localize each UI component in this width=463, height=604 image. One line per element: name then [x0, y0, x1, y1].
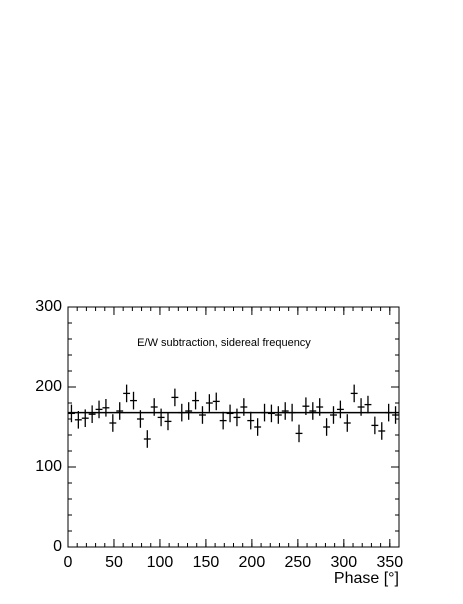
- annotation: E/W subtraction, sidereal frequency: [137, 337, 311, 349]
- y-tick-label: 0: [53, 538, 62, 555]
- x-tick-label: 50: [105, 554, 123, 571]
- x-tick-label: 350: [376, 554, 403, 571]
- y-tick-label: 200: [35, 378, 62, 395]
- y-tick-label: 100: [35, 458, 62, 475]
- x-axis-label: Phase [°]: [334, 570, 399, 587]
- x-tick-label: 150: [193, 554, 220, 571]
- x-tick-label: 100: [147, 554, 174, 571]
- x-tick-label: 0: [64, 554, 73, 571]
- x-tick-label: 250: [285, 554, 312, 571]
- x-tick-label: 200: [239, 554, 266, 571]
- x-tick-label: 300: [330, 554, 357, 571]
- y-tick-label: 300: [35, 298, 62, 315]
